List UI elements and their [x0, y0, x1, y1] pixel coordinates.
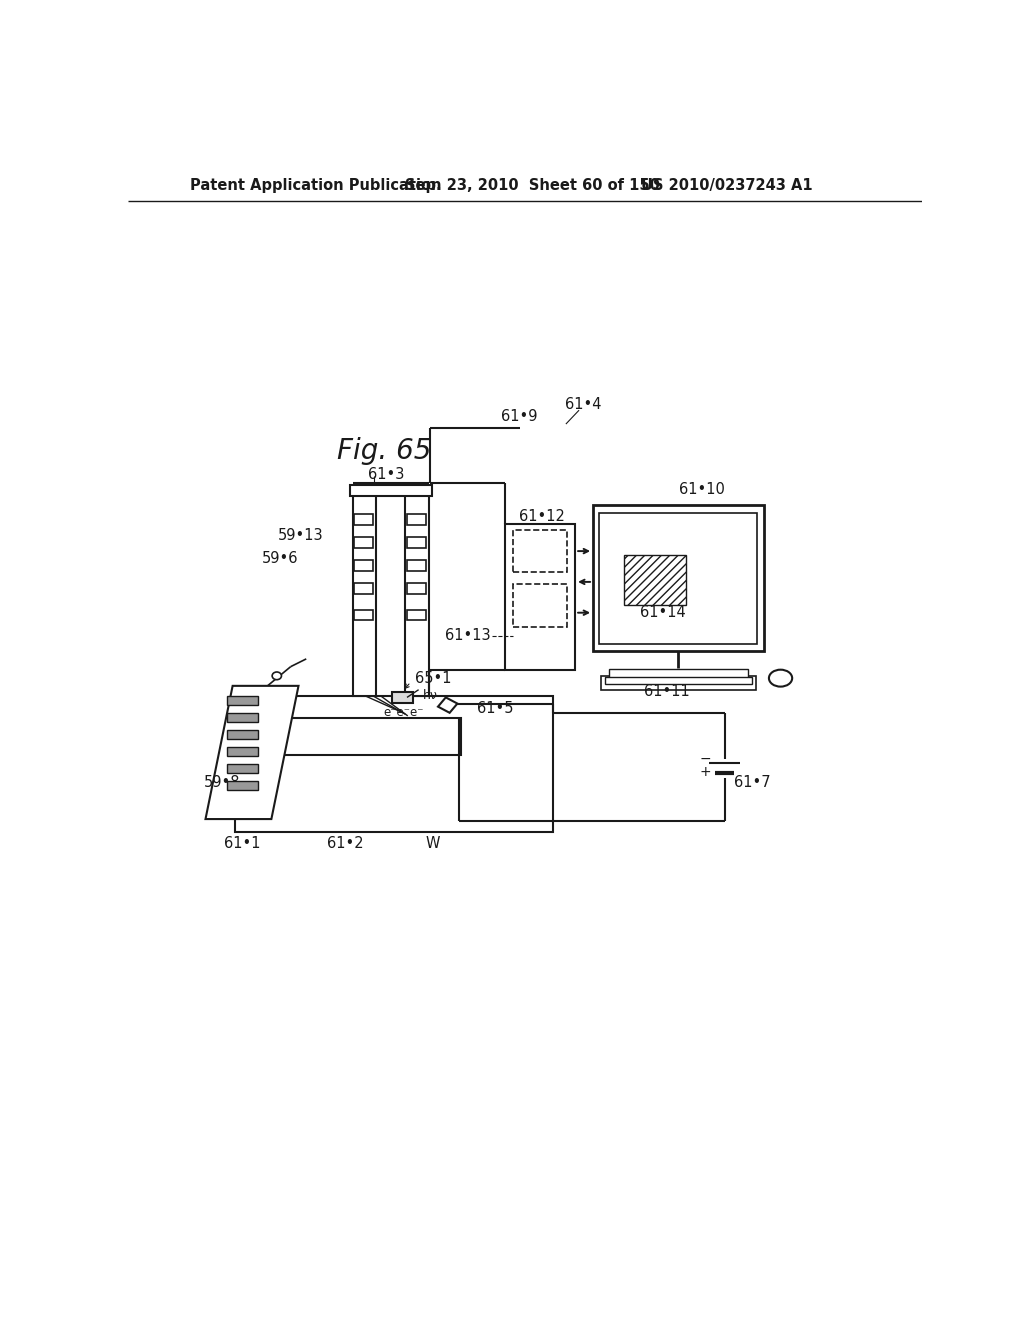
- Bar: [407, 561, 426, 572]
- Bar: [407, 537, 426, 548]
- Bar: [352, 494, 376, 696]
- Text: 65•1: 65•1: [415, 671, 452, 685]
- Bar: [407, 583, 426, 594]
- Bar: [349, 484, 432, 496]
- Text: 59•13: 59•13: [278, 528, 324, 544]
- Polygon shape: [227, 730, 258, 739]
- Bar: [354, 561, 373, 572]
- Bar: [601, 676, 756, 689]
- Text: US 2010/0237243 A1: US 2010/0237243 A1: [641, 178, 813, 193]
- Bar: [407, 515, 426, 525]
- Text: W: W: [425, 836, 440, 851]
- Text: 61•9: 61•9: [501, 409, 538, 424]
- Text: hν: hν: [423, 689, 437, 702]
- Text: 61•3: 61•3: [369, 466, 404, 482]
- Polygon shape: [227, 780, 258, 789]
- Text: +: +: [699, 766, 711, 779]
- Bar: [593, 506, 764, 651]
- Text: −: −: [699, 752, 711, 766]
- Bar: [234, 696, 553, 832]
- Text: 61•2: 61•2: [327, 836, 364, 851]
- Text: 59•8: 59•8: [204, 775, 241, 789]
- Bar: [354, 583, 373, 594]
- Text: Sep. 23, 2010  Sheet 60 of 150: Sep. 23, 2010 Sheet 60 of 150: [406, 178, 660, 193]
- Text: Patent Application Publication: Patent Application Publication: [190, 178, 441, 193]
- Bar: [354, 515, 373, 525]
- Polygon shape: [227, 747, 258, 756]
- Polygon shape: [227, 763, 258, 774]
- Bar: [354, 537, 373, 548]
- Ellipse shape: [272, 672, 282, 680]
- Bar: [391, 692, 414, 702]
- Bar: [506, 524, 575, 671]
- Bar: [513, 529, 567, 572]
- Bar: [513, 585, 567, 627]
- Bar: [604, 677, 752, 684]
- Polygon shape: [227, 696, 258, 705]
- Text: Fig. 65: Fig. 65: [337, 437, 431, 465]
- Text: 61•11: 61•11: [644, 684, 689, 698]
- Ellipse shape: [769, 669, 793, 686]
- Polygon shape: [438, 697, 458, 713]
- Text: 61•1: 61•1: [224, 836, 261, 851]
- Text: 61•12: 61•12: [519, 510, 565, 524]
- Polygon shape: [227, 713, 258, 722]
- Text: 61•13: 61•13: [445, 628, 490, 643]
- Bar: [354, 610, 373, 620]
- Text: 59•6: 59•6: [262, 552, 299, 566]
- Bar: [624, 554, 686, 605]
- Bar: [406, 494, 429, 696]
- Bar: [248, 718, 461, 755]
- Text: 61•4: 61•4: [565, 397, 602, 412]
- Text: e⁻e⁻e⁻: e⁻e⁻e⁻: [383, 706, 423, 719]
- Polygon shape: [206, 686, 299, 818]
- Text: 61•10: 61•10: [679, 482, 724, 498]
- Text: 61•7: 61•7: [734, 775, 771, 789]
- Bar: [608, 669, 748, 678]
- Text: 61•5: 61•5: [477, 701, 513, 717]
- Bar: [599, 512, 758, 644]
- Bar: [407, 610, 426, 620]
- Text: 61•14: 61•14: [640, 605, 686, 620]
